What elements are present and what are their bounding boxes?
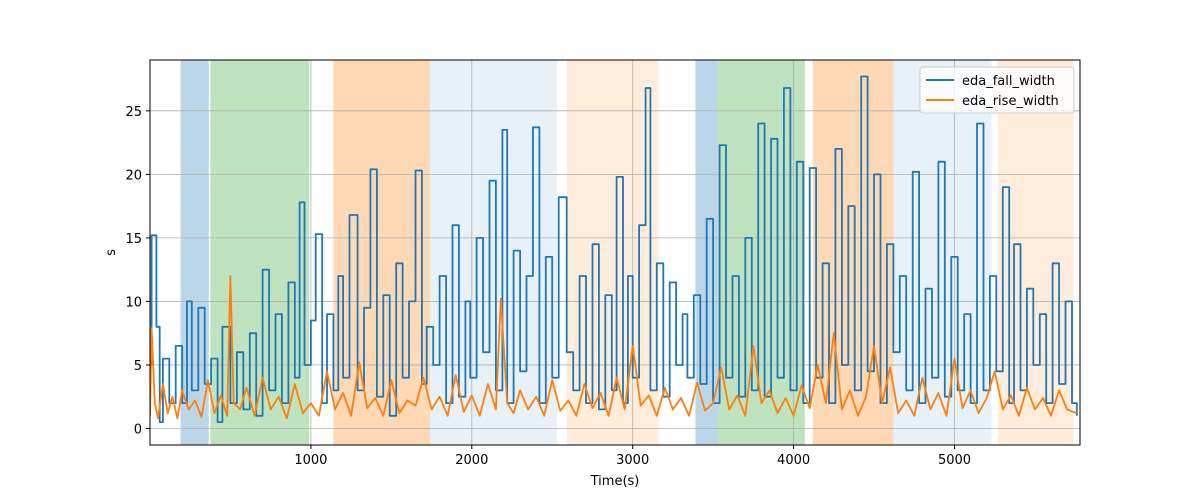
x-tick-label: 1000 — [294, 453, 327, 468]
axis-ticks: 1000 2000 3000 4000 5000 0 5 10 15 20 25 — [125, 105, 971, 468]
x-axis-title: Time(s) — [590, 474, 640, 489]
shaded-band — [180, 60, 209, 445]
y-tick-label: 0 — [134, 422, 142, 437]
series-line-eda_rise_width — [150, 275, 1078, 420]
legend-label: eda_fall_width — [962, 74, 1055, 89]
series-line-eda_fall_width — [150, 75, 1078, 423]
shaded-band — [997, 60, 1074, 445]
series-lines — [150, 75, 1078, 423]
y-tick-label: 15 — [125, 232, 142, 247]
plot-frame — [149, 59, 1081, 446]
y-tick-label: 20 — [125, 168, 142, 183]
shaded-band — [429, 60, 558, 445]
y-tick-label: 10 — [125, 295, 142, 310]
x-tick-label: 4000 — [777, 453, 810, 468]
x-tick-label: 5000 — [938, 453, 971, 468]
y-axis-title: s — [104, 249, 119, 256]
x-tick-label: 3000 — [616, 453, 649, 468]
y-tick-label: 25 — [125, 105, 142, 120]
x-tick-label: 2000 — [455, 453, 488, 468]
legend-box — [919, 66, 1075, 114]
shaded-band — [210, 60, 310, 445]
legend-label: eda_rise_width — [962, 94, 1059, 109]
shaded-band — [717, 60, 805, 445]
shaded-band — [893, 60, 992, 445]
y-tick-label: 5 — [134, 359, 142, 374]
legend: eda_fall_width eda_rise_width — [919, 66, 1075, 114]
